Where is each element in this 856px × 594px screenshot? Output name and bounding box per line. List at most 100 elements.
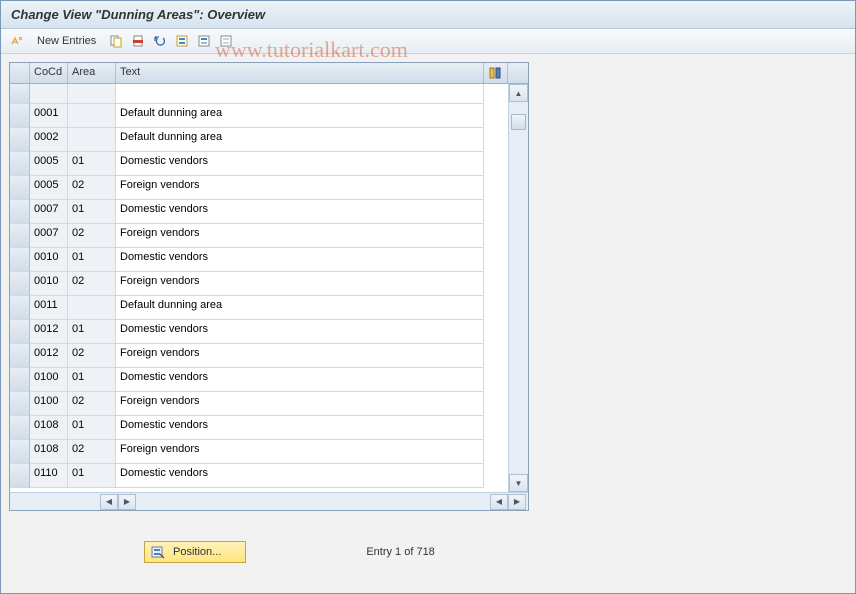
row-selector[interactable] <box>10 320 30 344</box>
position-button[interactable]: Position... <box>144 541 246 563</box>
table-row[interactable]: 001201Domestic vendors <box>10 320 508 344</box>
cell-text[interactable]: Domestic vendors <box>116 248 484 272</box>
cell-cocd[interactable]: 0012 <box>30 320 68 344</box>
filter-area[interactable] <box>68 84 116 104</box>
table-row[interactable]: 001001Domestic vendors <box>10 248 508 272</box>
scroll-track[interactable] <box>509 102 528 474</box>
cell-area[interactable]: 01 <box>68 200 116 224</box>
table-row[interactable]: 010001Domestic vendors <box>10 368 508 392</box>
cell-text[interactable]: Domestic vendors <box>116 416 484 440</box>
hscroll-right-icon[interactable]: ▶ <box>118 494 136 510</box>
row-selector[interactable] <box>10 224 30 248</box>
col-area[interactable]: Area <box>68 63 116 83</box>
cell-cocd[interactable]: 0012 <box>30 344 68 368</box>
cell-text[interactable]: Domestic vendors <box>116 152 484 176</box>
cell-cocd[interactable]: 0010 <box>30 248 68 272</box>
hscroll-left-icon[interactable]: ◀ <box>100 494 118 510</box>
table-row[interactable]: 011001Domestic vendors <box>10 464 508 488</box>
cell-cocd[interactable]: 0108 <box>30 416 68 440</box>
cell-area[interactable] <box>68 128 116 152</box>
select-block-icon[interactable] <box>196 33 212 49</box>
select-all-icon[interactable] <box>174 33 190 49</box>
cell-cocd[interactable]: 0005 <box>30 176 68 200</box>
cell-text[interactable]: Default dunning area <box>116 296 484 320</box>
table-row[interactable]: 000502Foreign vendors <box>10 176 508 200</box>
cell-area[interactable]: 02 <box>68 440 116 464</box>
cell-cocd[interactable]: 0007 <box>30 200 68 224</box>
cell-text[interactable]: Domestic vendors <box>116 464 484 488</box>
cell-text[interactable]: Domestic vendors <box>116 368 484 392</box>
cell-cocd[interactable]: 0010 <box>30 272 68 296</box>
table-row[interactable]: 001002Foreign vendors <box>10 272 508 296</box>
cell-area[interactable]: 01 <box>68 368 116 392</box>
scroll-down-icon[interactable]: ▼ <box>509 474 528 492</box>
filter-text[interactable] <box>116 84 484 104</box>
hscroll-right2-icon[interactable]: ▶ <box>508 494 526 510</box>
undo-icon[interactable] <box>152 33 168 49</box>
cell-cocd[interactable]: 0100 <box>30 392 68 416</box>
cell-text[interactable]: Foreign vendors <box>116 272 484 296</box>
cell-text[interactable]: Domestic vendors <box>116 200 484 224</box>
cell-cocd[interactable]: 0002 <box>30 128 68 152</box>
row-selector[interactable] <box>10 344 30 368</box>
table-row[interactable]: 010802Foreign vendors <box>10 440 508 464</box>
cell-cocd[interactable]: 0007 <box>30 224 68 248</box>
row-selector[interactable] <box>10 176 30 200</box>
table-row[interactable]: 001202Foreign vendors <box>10 344 508 368</box>
configure-columns-icon[interactable] <box>484 63 508 83</box>
cell-area[interactable]: 01 <box>68 248 116 272</box>
row-selector[interactable] <box>10 200 30 224</box>
toggle-icon[interactable] <box>9 33 25 49</box>
cell-area[interactable] <box>68 296 116 320</box>
row-selector[interactable] <box>10 368 30 392</box>
cell-area[interactable] <box>68 104 116 128</box>
cell-text[interactable]: Default dunning area <box>116 128 484 152</box>
row-selector[interactable] <box>10 392 30 416</box>
cell-text[interactable]: Foreign vendors <box>116 344 484 368</box>
table-row[interactable]: 010002Foreign vendors <box>10 392 508 416</box>
row-selector[interactable] <box>10 152 30 176</box>
table-row[interactable]: 0002 Default dunning area <box>10 128 508 152</box>
scroll-up-icon[interactable]: ▲ <box>509 84 528 102</box>
scroll-thumb[interactable] <box>511 114 526 130</box>
table-row[interactable]: 0011 Default dunning area <box>10 296 508 320</box>
cell-cocd[interactable]: 0110 <box>30 464 68 488</box>
cell-text[interactable]: Foreign vendors <box>116 392 484 416</box>
filter-selector[interactable] <box>10 84 30 104</box>
table-row[interactable]: 000501Domestic vendors <box>10 152 508 176</box>
new-entries-button[interactable]: New Entries <box>31 33 102 49</box>
col-text[interactable]: Text <box>116 63 484 83</box>
table-row[interactable]: 0001Default dunning area <box>10 104 508 128</box>
table-row[interactable]: 010801Domestic vendors <box>10 416 508 440</box>
cell-area[interactable]: 02 <box>68 344 116 368</box>
cell-text[interactable]: Foreign vendors <box>116 176 484 200</box>
cell-cocd[interactable]: 0001 <box>30 104 68 128</box>
horizontal-scrollbar[interactable]: ◀ ▶ ◀ ▶ <box>10 492 528 510</box>
cell-cocd[interactable]: 0011 <box>30 296 68 320</box>
row-selector[interactable] <box>10 464 30 488</box>
cell-text[interactable]: Domestic vendors <box>116 320 484 344</box>
row-selector[interactable] <box>10 440 30 464</box>
copy-icon[interactable] <box>108 33 124 49</box>
cell-cocd[interactable]: 0108 <box>30 440 68 464</box>
row-selector[interactable] <box>10 128 30 152</box>
cell-area[interactable]: 01 <box>68 464 116 488</box>
cell-text[interactable]: Foreign vendors <box>116 224 484 248</box>
delete-icon[interactable] <box>130 33 146 49</box>
cell-area[interactable]: 02 <box>68 224 116 248</box>
cell-area[interactable]: 01 <box>68 416 116 440</box>
table-row[interactable]: 000702Foreign vendors <box>10 224 508 248</box>
row-selector[interactable] <box>10 296 30 320</box>
cell-cocd[interactable]: 0100 <box>30 368 68 392</box>
hscroll-left2-icon[interactable]: ◀ <box>490 494 508 510</box>
deselect-all-icon[interactable] <box>218 33 234 49</box>
cell-area[interactable]: 02 <box>68 392 116 416</box>
row-selector[interactable] <box>10 416 30 440</box>
row-selector[interactable] <box>10 248 30 272</box>
row-selector[interactable] <box>10 272 30 296</box>
row-selector[interactable] <box>10 104 30 128</box>
filter-cocd[interactable] <box>30 84 68 104</box>
cell-area[interactable]: 02 <box>68 272 116 296</box>
cell-area[interactable]: 01 <box>68 320 116 344</box>
col-cocd[interactable]: CoCd <box>30 63 68 83</box>
